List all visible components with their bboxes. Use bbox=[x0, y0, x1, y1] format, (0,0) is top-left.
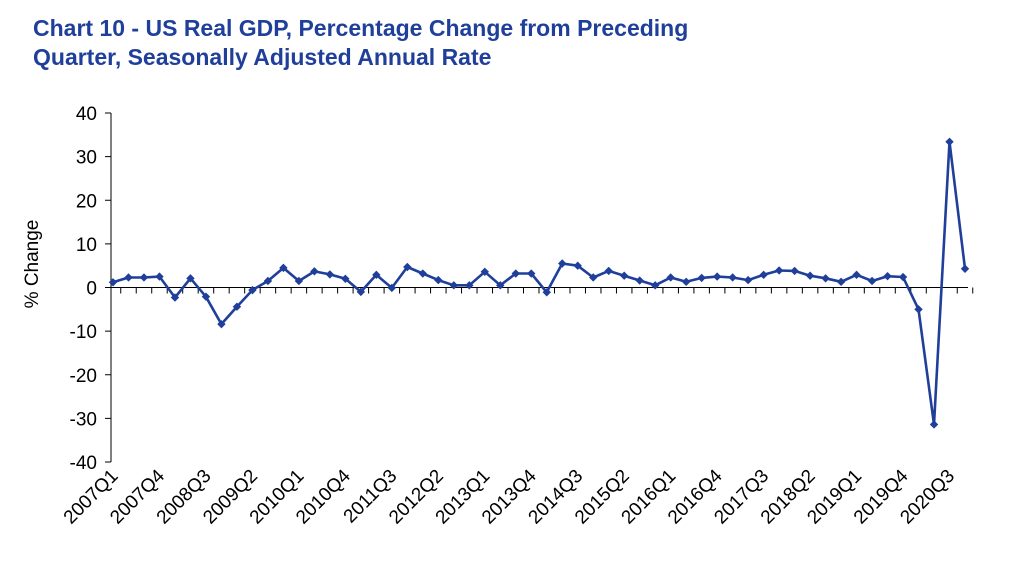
data-point-2008Q2 bbox=[186, 274, 195, 283]
data-point-2009Q4 bbox=[279, 263, 288, 273]
gdp-line bbox=[112, 140, 967, 426]
data-point-2017Q1 bbox=[728, 273, 737, 282]
x-axis: 2007Q12007Q42008Q32009Q22010Q12010Q42011… bbox=[60, 287, 974, 528]
data-point-2018Q2 bbox=[805, 271, 815, 280]
data-point-2016Q2 bbox=[681, 277, 691, 287]
data-point-2008Q1 bbox=[170, 293, 180, 302]
data-point-2017Q3 bbox=[759, 270, 768, 280]
data-point-2019Q1 bbox=[852, 270, 861, 280]
y-tick-label: 40 bbox=[76, 104, 97, 125]
chart-title: Chart 10 - US Real GDP, Percentage Chang… bbox=[33, 14, 933, 72]
data-point-2020Q2 bbox=[929, 420, 939, 429]
data-point-2011Q2 bbox=[372, 270, 381, 280]
data-point-2011Q4 bbox=[403, 262, 412, 272]
data-point-2013Q2 bbox=[496, 281, 505, 290]
data-point-2020Q3 bbox=[945, 137, 954, 146]
data-point-2008Q4 bbox=[217, 319, 226, 329]
data-point-2019Q4 bbox=[898, 272, 908, 282]
data-point-2018Q4 bbox=[836, 277, 846, 287]
data-point-2013Q4 bbox=[527, 269, 536, 278]
data-point-2007Q4 bbox=[155, 272, 164, 281]
data-point-2016Q4 bbox=[712, 272, 722, 281]
y-tick-label: -20 bbox=[70, 366, 97, 387]
data-point-2020Q4 bbox=[960, 264, 970, 273]
data-point-2011Q1 bbox=[356, 287, 366, 297]
data-point-2008Q3 bbox=[201, 292, 211, 301]
data-point-2007Q1 bbox=[108, 278, 118, 287]
data-point-2009Q3 bbox=[263, 276, 273, 286]
y-tick-label: 20 bbox=[76, 191, 97, 212]
y-axis-title: % Change bbox=[22, 220, 43, 309]
data-point-2012Q2 bbox=[434, 275, 443, 285]
chart-title-line-2: Quarter, Seasonally Adjusted Annual Rate bbox=[33, 44, 492, 70]
data-point-2015Q2 bbox=[620, 271, 629, 280]
data-point-2017Q2 bbox=[743, 275, 753, 285]
data-point-2015Q4 bbox=[650, 281, 660, 290]
data-point-2009Q2 bbox=[248, 285, 257, 295]
data-point-2012Q3 bbox=[449, 281, 458, 290]
data-point-2010Q4 bbox=[341, 274, 350, 283]
data-point-2014Q3 bbox=[573, 261, 582, 270]
data-point-2014Q2 bbox=[558, 259, 567, 268]
data-point-2014Q1 bbox=[542, 288, 551, 297]
data-point-2011Q3 bbox=[387, 283, 397, 293]
data-point-2018Q3 bbox=[821, 274, 830, 283]
y-tick-label: -10 bbox=[70, 322, 97, 343]
data-point-2015Q1 bbox=[604, 266, 613, 276]
data-point-2013Q3 bbox=[511, 269, 520, 278]
data-point-2016Q3 bbox=[697, 273, 706, 283]
data-point-2013Q1 bbox=[480, 267, 489, 276]
data-point-2015Q3 bbox=[635, 276, 644, 285]
data-point-2019Q2 bbox=[867, 276, 877, 286]
y-tick-label: -30 bbox=[70, 409, 97, 430]
data-point-2019Q3 bbox=[883, 271, 892, 281]
data-point-2017Q4 bbox=[774, 266, 784, 275]
y-tick-label: 10 bbox=[76, 235, 97, 256]
data-point-2007Q3 bbox=[139, 273, 149, 282]
y-tick-label: 30 bbox=[76, 148, 97, 169]
data-point-2007Q2 bbox=[124, 273, 133, 282]
data-point-2016Q1 bbox=[666, 273, 675, 282]
gdp-series bbox=[108, 137, 970, 429]
data-point-2009Q1 bbox=[232, 302, 242, 311]
y-tick-label: 0 bbox=[86, 279, 97, 300]
data-point-2010Q3 bbox=[325, 270, 335, 279]
chart-title-line-1: Chart 10 - US Real GDP, Percentage Chang… bbox=[33, 15, 689, 41]
data-point-2010Q2 bbox=[310, 267, 319, 276]
data-point-2014Q4 bbox=[589, 273, 598, 282]
data-point-2020Q1 bbox=[914, 305, 923, 314]
y-tick-label: -40 bbox=[70, 453, 97, 474]
y-axis: 40 30 20 10 0 -10 -20 -30 -40 bbox=[70, 104, 112, 474]
data-point-2012Q4 bbox=[465, 281, 474, 290]
data-point-2012Q1 bbox=[418, 269, 428, 278]
data-point-2018Q1 bbox=[790, 266, 799, 276]
data-point-2010Q1 bbox=[294, 276, 304, 286]
